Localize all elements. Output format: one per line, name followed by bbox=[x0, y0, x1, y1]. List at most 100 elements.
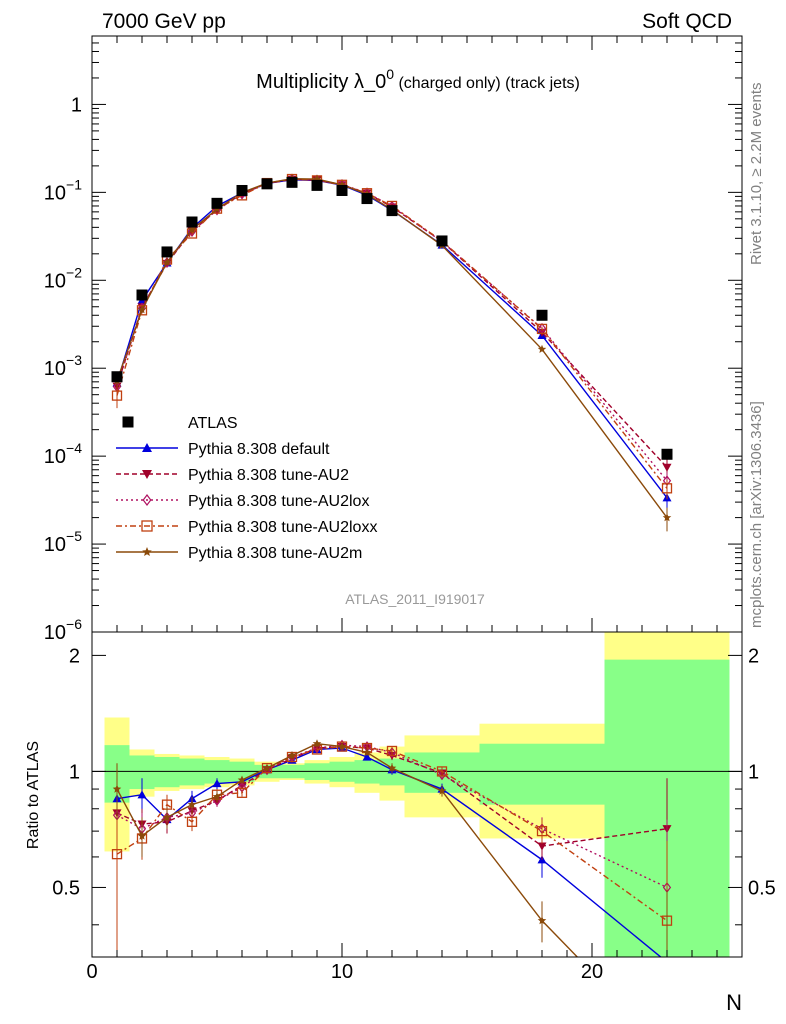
y-tick-label: 10−3 bbox=[44, 352, 82, 380]
legend-label: Pythia 8.308 tune-AU2loxx bbox=[188, 519, 377, 536]
header-right: Soft QCD bbox=[642, 10, 732, 33]
series-5-main-marker bbox=[537, 344, 547, 353]
x-tick-label: 10 bbox=[331, 961, 353, 983]
series-5-main-marker bbox=[662, 513, 672, 522]
series-5-ratio-marker bbox=[387, 763, 397, 772]
y-tick-exponent: −2 bbox=[66, 264, 82, 280]
legend-label: Pythia 8.308 tune-AU2m bbox=[188, 545, 362, 562]
green-band bbox=[154, 756, 180, 788]
x-axis-label: N bbox=[726, 990, 742, 1015]
series-5-main-marker bbox=[187, 225, 197, 234]
series-1-ratio-marker bbox=[212, 779, 222, 788]
chart-title: Multiplicity λ_00 (charged only) (track … bbox=[256, 66, 580, 93]
series-5-ratio-marker bbox=[237, 775, 247, 784]
series-4-ratio-marker bbox=[186, 816, 198, 827]
series-4-ratio-marker bbox=[386, 745, 398, 757]
series-4-ratio-marker bbox=[536, 825, 548, 837]
y-tick-label: 10−2 bbox=[44, 264, 82, 292]
atlas-data-point bbox=[436, 235, 448, 247]
legend-atlas-marker bbox=[122, 416, 134, 428]
y-tick-base: 10 bbox=[44, 358, 66, 380]
main-frame bbox=[91, 35, 743, 633]
series-3-main-marker bbox=[187, 225, 197, 237]
legend: ATLAS Pythia 8.308 default Pythia 8.308 tu… bbox=[116, 415, 377, 562]
atlas-data-point bbox=[361, 193, 373, 205]
y-tick-exponent: −4 bbox=[66, 440, 82, 456]
legend-marker bbox=[142, 547, 152, 556]
atlas-data-point bbox=[661, 448, 673, 460]
series-3-ratio-marker bbox=[337, 739, 347, 751]
atlas-data-point bbox=[236, 184, 248, 196]
atlas-data-point bbox=[186, 216, 198, 228]
series-4-ratio-marker bbox=[436, 766, 448, 777]
y-tick-base: 10 bbox=[44, 534, 66, 556]
atlas-data-point bbox=[211, 197, 223, 209]
series-5-ratio-marker bbox=[262, 763, 272, 772]
analysis-watermark: ATLAS_2011_I919017 bbox=[345, 591, 485, 607]
y-tick-label: 10−5 bbox=[44, 528, 82, 556]
x-tick-label: 0 bbox=[86, 961, 97, 983]
legend-label: Pythia 8.308 tune-AU2 bbox=[188, 467, 349, 484]
legend-atlas-label: ATLAS bbox=[188, 415, 238, 432]
series-5-ratio-marker bbox=[137, 831, 147, 840]
series-1-ratio-marker bbox=[137, 790, 147, 799]
x-axis: 0 10 20 bbox=[86, 36, 743, 983]
y-tick-exponent: −3 bbox=[66, 352, 82, 368]
ratio-series bbox=[111, 739, 673, 966]
ratio-tick-label-right: 0.5 bbox=[748, 877, 776, 899]
series-5-main-marker bbox=[137, 305, 147, 314]
ratio-tick-label-left: 2 bbox=[69, 645, 80, 667]
series-4-ratio-marker bbox=[111, 849, 123, 860]
atlas-data-point bbox=[161, 246, 173, 258]
series-5-ratio-marker bbox=[337, 742, 347, 751]
y-tick-exponent: −1 bbox=[66, 176, 82, 192]
ratio-panel: 0 10 200.5 0.51 12 2 bbox=[52, 36, 776, 983]
chart-title-tail: (charged only) (track jets) bbox=[394, 75, 580, 92]
legend-label: Pythia 8.308 tune-AU2lox bbox=[188, 493, 369, 510]
legend-label: Pythia 8.308 default bbox=[188, 441, 330, 458]
chart-title-sup: 0 bbox=[386, 66, 394, 82]
atlas-data-point bbox=[536, 309, 548, 321]
x-tick-label: 20 bbox=[581, 961, 603, 983]
y-tick-base: 10 bbox=[44, 446, 66, 468]
y-tick-base: 10 bbox=[44, 182, 66, 204]
atlas-data-point bbox=[311, 179, 323, 191]
series-5-ratio-marker bbox=[287, 751, 297, 760]
ratio-tick-label-right: 1 bbox=[748, 761, 759, 783]
y-tick-base: 10 bbox=[44, 622, 66, 644]
series-5-main-marker bbox=[312, 174, 322, 183]
series-3-ratio-marker bbox=[437, 769, 447, 781]
series-5-ratio-marker bbox=[362, 748, 372, 757]
atlas-data-point bbox=[336, 184, 348, 196]
atlas-data-point bbox=[261, 178, 273, 190]
legend-marker bbox=[142, 443, 152, 452]
series-5-ratio-marker bbox=[212, 792, 222, 801]
ratio-tick-label-left: 1 bbox=[69, 761, 80, 783]
legend-marker bbox=[142, 494, 152, 506]
green-band bbox=[179, 758, 205, 786]
green-band bbox=[479, 743, 605, 805]
y-tick-label: 10−1 bbox=[44, 176, 82, 204]
ratio-tick-label-right: 2 bbox=[748, 645, 759, 667]
series-5-ratio-marker bbox=[437, 786, 447, 795]
y-tick-exponent: −6 bbox=[66, 616, 82, 632]
series-5-ratio-marker bbox=[187, 800, 197, 809]
series-1-ratio-marker bbox=[362, 752, 372, 761]
ratio-tick-label-left: 0.5 bbox=[52, 877, 80, 899]
series-4-main-marker bbox=[661, 483, 673, 494]
ratio-bands bbox=[104, 632, 730, 957]
series-5-ratio-marker bbox=[312, 739, 322, 748]
series-1-ratio-marker bbox=[663, 958, 672, 966]
y-tick-label: 10−6 bbox=[44, 616, 82, 644]
series-2-ratio-marker bbox=[537, 842, 547, 851]
main-panel: 10−610−510−410−310−210−11ATLAS_2011_I919… bbox=[44, 35, 743, 644]
legend-marker bbox=[141, 520, 153, 532]
series-5-main-marker bbox=[337, 180, 347, 189]
main-y-axis: 10−610−510−410−310−210−11 bbox=[44, 35, 742, 644]
series-5-ratio-marker bbox=[112, 784, 122, 793]
y-tick-label: 1 bbox=[71, 94, 82, 116]
series-5-main-marker bbox=[162, 257, 172, 267]
header-left: 7000 GeV pp bbox=[102, 10, 226, 33]
y-tick-base: 1 bbox=[71, 94, 82, 116]
